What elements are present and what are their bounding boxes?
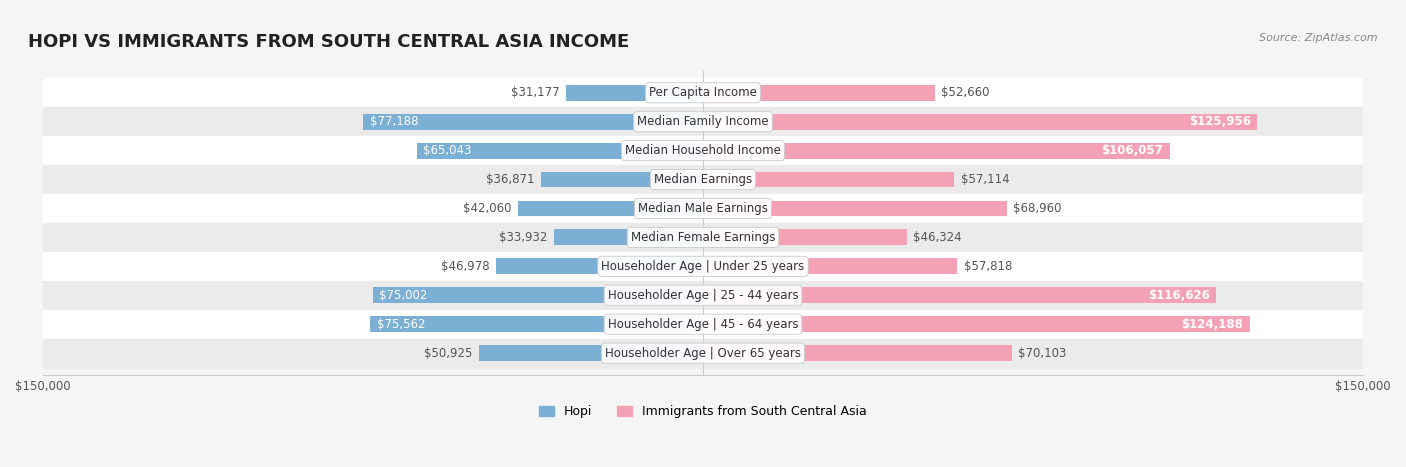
Bar: [416, 142, 703, 159]
Text: Median Male Earnings: Median Male Earnings: [638, 202, 768, 215]
Text: HOPI VS IMMIGRANTS FROM SOUTH CENTRAL ASIA INCOME: HOPI VS IMMIGRANTS FROM SOUTH CENTRAL AS…: [28, 33, 630, 51]
Text: $124,188: $124,188: [1181, 318, 1243, 331]
Text: Householder Age | 45 - 64 years: Householder Age | 45 - 64 years: [607, 318, 799, 331]
Text: $75,002: $75,002: [380, 289, 427, 302]
Bar: [479, 345, 703, 361]
Bar: [541, 171, 703, 187]
Text: Householder Age | 25 - 44 years: Householder Age | 25 - 44 years: [607, 289, 799, 302]
Bar: [363, 114, 703, 130]
Bar: [703, 200, 1007, 216]
Text: $75,562: $75,562: [377, 318, 426, 331]
Bar: [703, 345, 1011, 361]
Text: $36,871: $36,871: [485, 173, 534, 186]
Text: $70,103: $70,103: [1018, 347, 1067, 360]
Text: Median Household Income: Median Household Income: [626, 144, 780, 157]
Text: $33,932: $33,932: [499, 231, 547, 244]
Text: $46,978: $46,978: [441, 260, 489, 273]
Text: Median Earnings: Median Earnings: [654, 173, 752, 186]
Text: $57,818: $57,818: [965, 260, 1012, 273]
Text: $77,188: $77,188: [370, 115, 419, 128]
Bar: [370, 316, 703, 332]
Text: $57,114: $57,114: [960, 173, 1010, 186]
Text: $125,956: $125,956: [1188, 115, 1251, 128]
Text: $116,626: $116,626: [1147, 289, 1209, 302]
Bar: [703, 171, 955, 187]
Bar: [703, 85, 935, 101]
Text: $106,057: $106,057: [1101, 144, 1163, 157]
Bar: [42, 107, 1364, 136]
Bar: [42, 223, 1364, 252]
Bar: [42, 310, 1364, 339]
Text: $65,043: $65,043: [423, 144, 471, 157]
Bar: [42, 136, 1364, 165]
Bar: [703, 142, 1170, 159]
Bar: [42, 252, 1364, 281]
Bar: [42, 78, 1364, 107]
Bar: [703, 258, 957, 274]
Bar: [517, 200, 703, 216]
Text: Source: ZipAtlas.com: Source: ZipAtlas.com: [1260, 33, 1378, 42]
Text: $52,660: $52,660: [942, 86, 990, 99]
Text: Householder Age | Over 65 years: Householder Age | Over 65 years: [605, 347, 801, 360]
Text: $50,925: $50,925: [423, 347, 472, 360]
Bar: [703, 287, 1216, 303]
Legend: Hopi, Immigrants from South Central Asia: Hopi, Immigrants from South Central Asia: [534, 400, 872, 423]
Bar: [554, 229, 703, 245]
Bar: [42, 281, 1364, 310]
Text: $46,324: $46,324: [914, 231, 962, 244]
Text: Median Female Earnings: Median Female Earnings: [631, 231, 775, 244]
Bar: [42, 165, 1364, 194]
Text: $31,177: $31,177: [510, 86, 560, 99]
Bar: [496, 258, 703, 274]
Text: Median Family Income: Median Family Income: [637, 115, 769, 128]
Bar: [42, 194, 1364, 223]
Text: Householder Age | Under 25 years: Householder Age | Under 25 years: [602, 260, 804, 273]
Text: Per Capita Income: Per Capita Income: [650, 86, 756, 99]
Bar: [703, 316, 1250, 332]
Bar: [565, 85, 703, 101]
Bar: [42, 339, 1364, 368]
Bar: [703, 114, 1257, 130]
Text: $68,960: $68,960: [1014, 202, 1062, 215]
Text: $42,060: $42,060: [463, 202, 512, 215]
Bar: [373, 287, 703, 303]
Bar: [703, 229, 907, 245]
